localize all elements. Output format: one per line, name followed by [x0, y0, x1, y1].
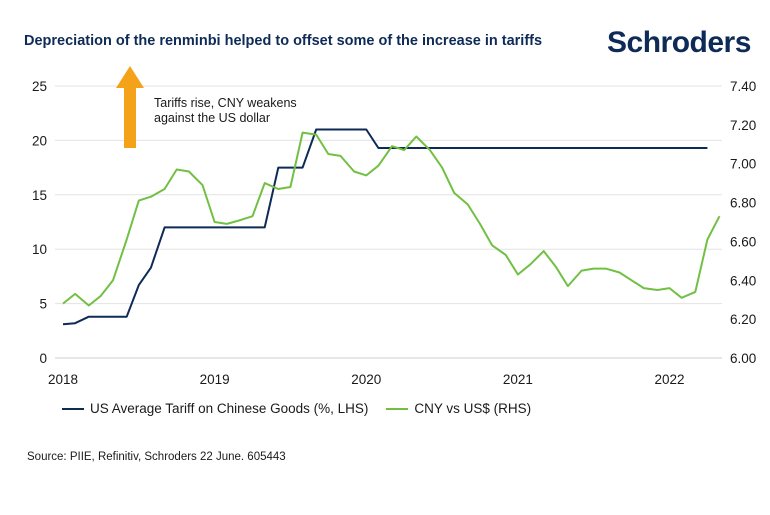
chart-area: 0 5 10 15 20 25 6.00 6.20 6.40 6.60 6.80 7.00 7.20 7…: [32, 66, 756, 387]
annotation-text: Tariffs rise, CNY weakens: [154, 96, 297, 110]
legend-swatch-tariff: [62, 407, 84, 410]
y-right-tick-label: 7.20: [730, 118, 756, 133]
x-tick-label: 2020: [351, 372, 381, 387]
y-left-tick-label: 10: [32, 242, 47, 257]
legend-swatch-cny: [386, 407, 409, 410]
x-tick-label: 2022: [654, 372, 684, 387]
series-line-cny: [62, 131, 721, 307]
y-right-tick-label: 6.40: [730, 273, 756, 288]
x-tick-label: 2019: [200, 372, 230, 387]
x-tick-label: 2021: [503, 372, 533, 387]
up-arrow-icon: [116, 66, 144, 148]
source-note: Source: PIIE, Refinitiv, Schroders 22 Ju…: [27, 451, 286, 463]
y-left-tick-label: 0: [39, 351, 47, 366]
y-right-tick-label: 6.00: [730, 351, 756, 366]
y-right-tick-label: 6.60: [730, 234, 756, 249]
schroders-logo: Schroders: [607, 26, 751, 59]
chart-legend: US Average Tariff on Chinese Goods (%, L…: [62, 401, 549, 416]
legend-label-cny: CNY vs US$ (RHS): [414, 401, 532, 416]
y-right-tick-label: 6.20: [730, 312, 756, 327]
y-left-tick-label: 20: [32, 133, 47, 148]
y-left-tick-label: 5: [39, 297, 47, 312]
y-right-tick-label: 7.40: [730, 79, 756, 94]
y-left-tick-label: 25: [32, 79, 47, 94]
y-left-tick-label: 15: [32, 188, 47, 203]
annotation-text: against the US dollar: [154, 111, 270, 125]
y-right-tick-label: 6.80: [730, 196, 756, 211]
legend-item-cny: CNY vs US$ (RHS): [386, 401, 531, 416]
chart-title: Depreciation of the renminbi helped to o…: [24, 33, 543, 49]
x-tick-label: 2018: [48, 372, 78, 387]
legend-label-tariff: US Average Tariff on Chinese Goods (%, L…: [90, 401, 369, 416]
y-right-tick-label: 7.00: [730, 157, 756, 172]
series-line-tariff: [62, 128, 708, 326]
legend-item-tariff: US Average Tariff on Chinese Goods (%, L…: [62, 401, 368, 416]
